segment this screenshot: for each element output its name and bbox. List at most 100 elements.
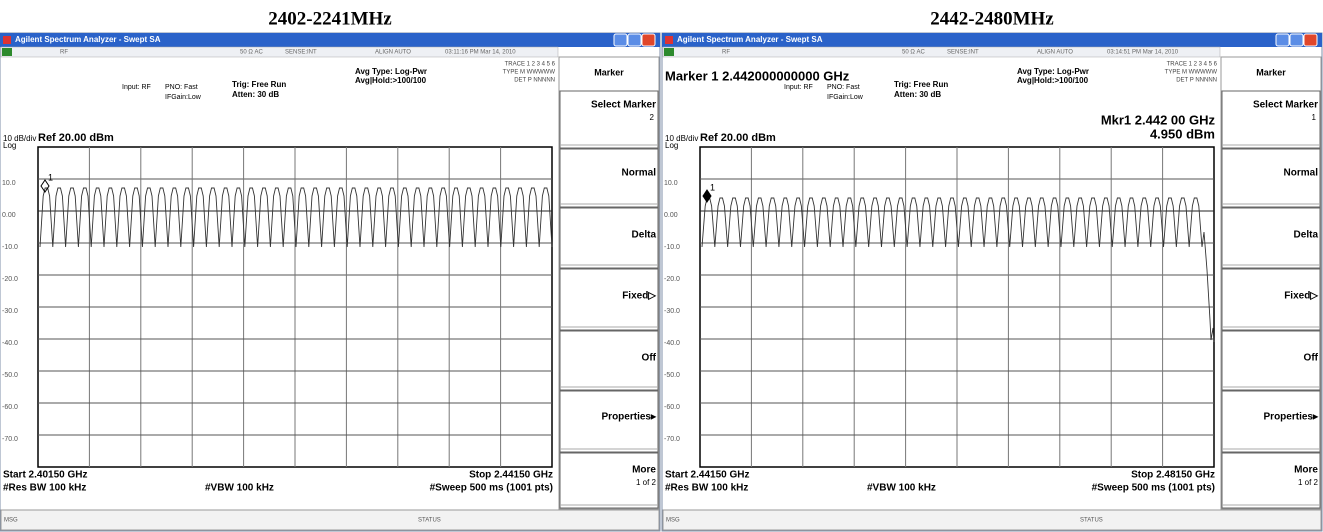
- minimize-button[interactable]: [613, 33, 628, 47]
- setting: PNO: Fast: [165, 84, 198, 91]
- softkey-label: Normal: [622, 168, 657, 179]
- setting: Avg Type: Log-Pwr: [355, 67, 427, 76]
- trace-table: DET P NNNNN: [1176, 78, 1217, 84]
- scale-type: Log: [665, 141, 678, 150]
- maximize-button[interactable]: [1289, 33, 1304, 47]
- y-label: -70.0: [664, 436, 680, 443]
- trace-table: TRACE 1 2 3 4 5 6: [1167, 62, 1218, 68]
- softkey[interactable]: [559, 330, 659, 391]
- y-label: -10.0: [2, 244, 18, 251]
- softkey-label: Off: [642, 353, 657, 364]
- close-button[interactable]: [641, 33, 656, 47]
- minimize-button[interactable]: [1275, 33, 1290, 47]
- ref-level: Ref 20.00 dBm: [38, 132, 114, 144]
- softkey-label: Select Marker: [1253, 100, 1318, 111]
- trace-table: TYPE M WWWWW: [1165, 70, 1218, 76]
- softkey-label: More: [1294, 465, 1318, 476]
- status-bar: [0, 509, 660, 531]
- setting: Trig: Free Run: [232, 80, 286, 89]
- marker-readout: 4.950 dBm: [1150, 126, 1215, 141]
- y-label: 10.0: [2, 180, 16, 187]
- softkey[interactable]: [559, 390, 659, 453]
- status-label: STATUS: [1080, 518, 1103, 524]
- softkey[interactable]: [559, 452, 659, 509]
- ref-level: Ref 20.00 dBm: [700, 132, 776, 144]
- stop-freq: Stop 2.44150 GHz: [469, 470, 553, 481]
- status-field: 50 Ω AC: [902, 50, 925, 56]
- setting: Atten: 30 dB: [894, 90, 941, 99]
- trace-table: TRACE 1 2 3 4 5 6: [505, 62, 556, 68]
- marker-tag: 1: [48, 172, 53, 182]
- setting: Trig: Free Run: [894, 80, 948, 89]
- y-label: 10.0: [664, 180, 678, 187]
- y-label: -70.0: [2, 436, 18, 443]
- vbw: #VBW 100 kHz: [867, 483, 936, 494]
- status-field: SENSE:INT: [947, 50, 979, 56]
- softkey-label: Normal: [1284, 168, 1319, 179]
- softkey-page: 1 of 2: [636, 478, 657, 487]
- setting: Input: RF: [122, 84, 151, 91]
- y-label: -50.0: [664, 372, 680, 379]
- marker-tag: 1: [710, 182, 715, 192]
- maximize-button[interactable]: [627, 33, 642, 47]
- trace: [701, 197, 1215, 343]
- status-msg: MSG: [666, 518, 680, 524]
- setting: IFGain:Low: [165, 94, 202, 101]
- lxi-badge: [664, 48, 674, 56]
- status-field: 50 Ω AC: [240, 50, 263, 56]
- softkey[interactable]: [559, 148, 659, 208]
- status-field: RF: [722, 50, 730, 56]
- status-bar: [662, 509, 1322, 531]
- softkey-menu: Marker: [1256, 67, 1286, 77]
- softkey-label: Delta: [632, 230, 657, 241]
- softkey[interactable]: [559, 90, 659, 149]
- title-bar: [662, 33, 1322, 47]
- scale: 10 dB/div: [3, 134, 36, 143]
- setting: Atten: 30 dB: [232, 90, 279, 99]
- softkey-label: Properties▸: [1264, 412, 1319, 423]
- softkey-page: 1 of 2: [1298, 478, 1319, 487]
- y-label: -30.0: [664, 308, 680, 315]
- status-row: [0, 46, 559, 58]
- softkey-label: More: [632, 465, 656, 476]
- y-label: -60.0: [664, 404, 680, 411]
- softkey-label: Off: [1304, 353, 1319, 364]
- app-icon: [3, 36, 11, 44]
- softkey[interactable]: [1221, 148, 1321, 208]
- sweep: #Sweep 500 ms (1001 pts): [430, 483, 553, 494]
- marker-line: Marker 1 2.442000000000 GHz: [665, 68, 850, 83]
- softkey[interactable]: [1221, 330, 1321, 391]
- softkey-menu: Marker: [594, 67, 624, 77]
- setting: Avg Type: Log-Pwr: [1017, 67, 1089, 76]
- softkey[interactable]: [1221, 390, 1321, 453]
- stop-freq: Stop 2.48150 GHz: [1131, 470, 1215, 481]
- softkey-label: Properties▸: [602, 412, 657, 423]
- status-field: 03:14:51 PM Mar 14, 2010: [1107, 50, 1179, 56]
- softkey[interactable]: [559, 207, 659, 269]
- softkey-label: Delta: [1294, 230, 1319, 241]
- title-bar: [0, 33, 660, 47]
- softkey[interactable]: [1221, 207, 1321, 269]
- softkey-label: Select Marker: [591, 100, 656, 111]
- softkey-label: Fixed▷: [1284, 291, 1319, 302]
- close-button[interactable]: [1303, 33, 1318, 47]
- trace-table: TYPE M WWWWW: [503, 70, 556, 76]
- softkey[interactable]: [559, 268, 659, 331]
- y-label: -30.0: [2, 308, 18, 315]
- setting: Avg|Hold:>100/100: [355, 76, 427, 85]
- status-msg: MSG: [4, 518, 18, 524]
- trace: [39, 187, 553, 248]
- scale: 10 dB/div: [665, 134, 698, 143]
- softkey[interactable]: [1221, 452, 1321, 509]
- panel-heading: 2442-2480MHz: [930, 8, 1054, 29]
- y-label: 0.00: [2, 212, 16, 219]
- vbw: #VBW 100 kHz: [205, 483, 274, 494]
- softkey[interactable]: [1221, 90, 1321, 149]
- marker-diamond: [40, 179, 50, 193]
- lxi-badge: [2, 48, 12, 56]
- start-freq: Start 2.44150 GHz: [665, 470, 750, 481]
- softkey[interactable]: [1221, 268, 1321, 331]
- y-label: -20.0: [2, 276, 18, 283]
- res-bw: #Res BW 100 kHz: [3, 483, 86, 494]
- app-icon: [665, 36, 673, 44]
